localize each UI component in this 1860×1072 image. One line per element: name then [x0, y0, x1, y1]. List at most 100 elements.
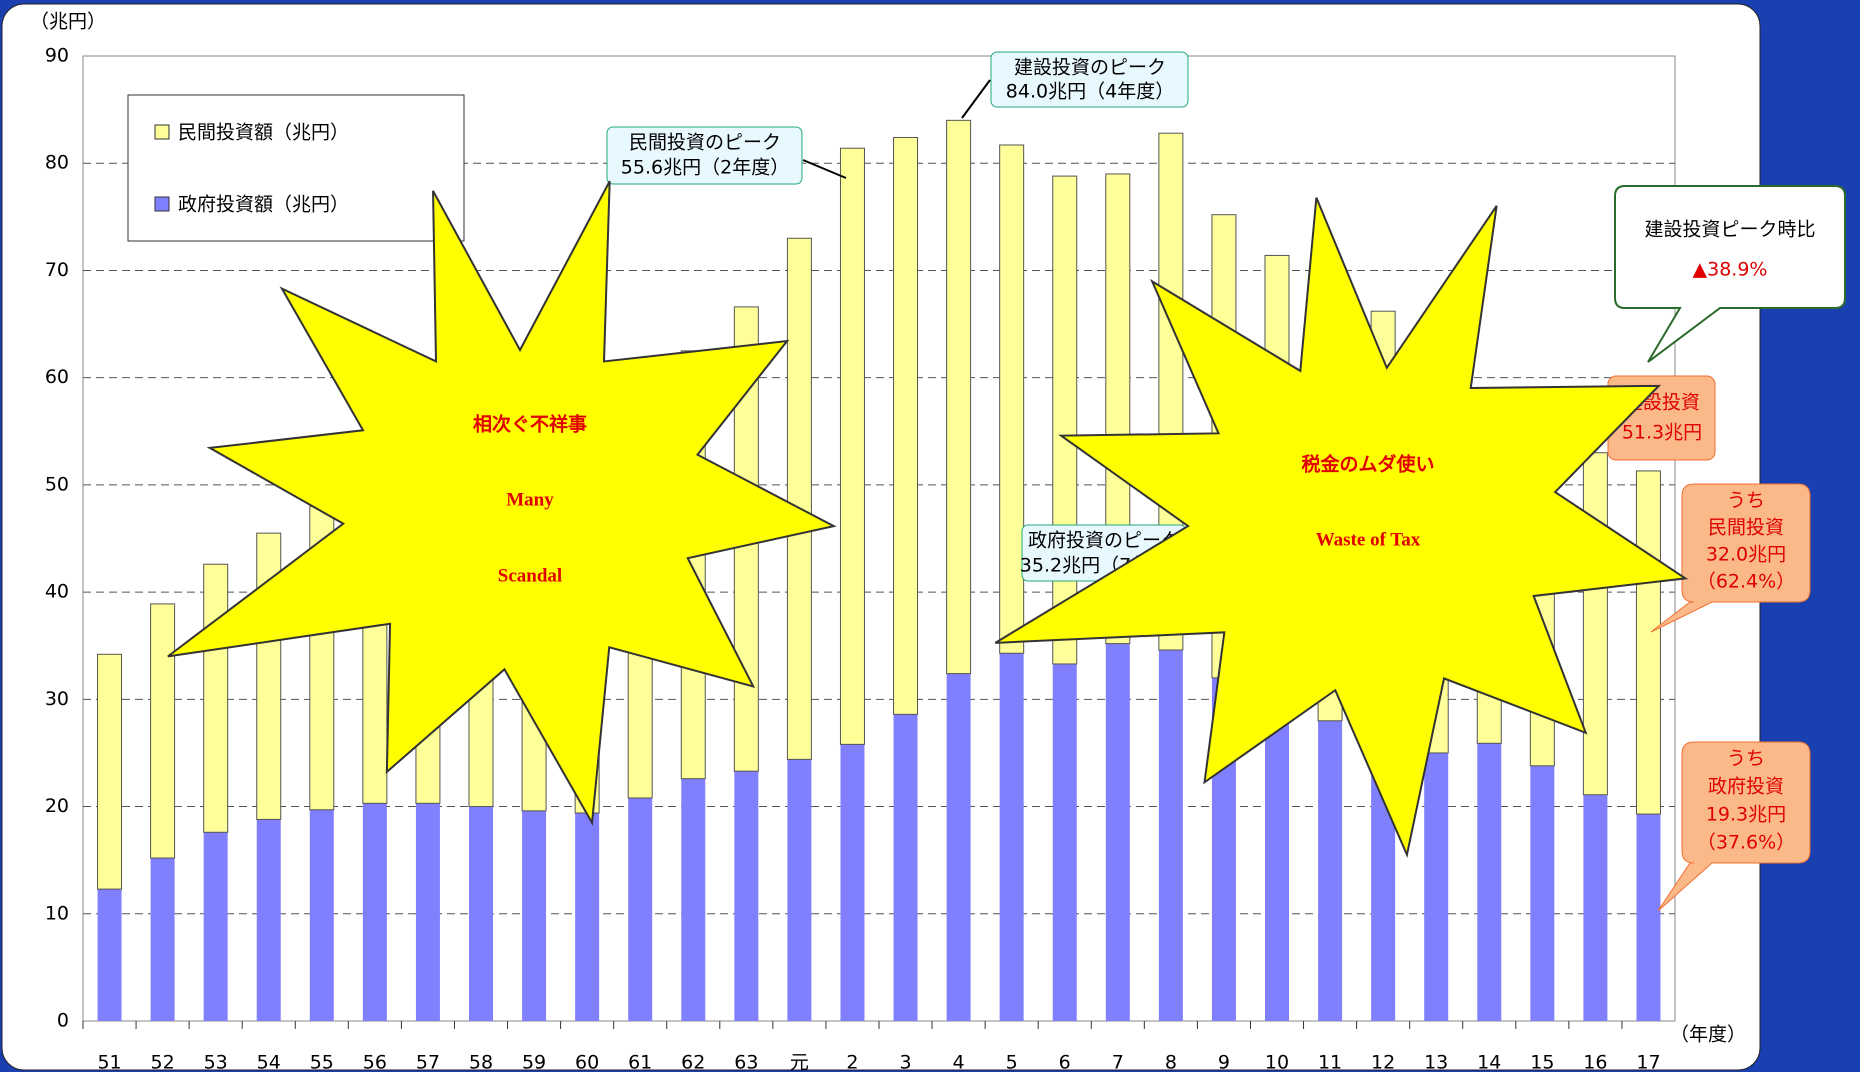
starburst-text: Waste of Tax	[1316, 529, 1421, 550]
x-tick-label: 15	[1530, 1052, 1554, 1072]
bar	[1158, 650, 1183, 1021]
bar	[734, 771, 759, 1021]
y-tick-label: 0	[57, 1010, 69, 1032]
y-tick-label: 20	[45, 795, 69, 817]
bar	[522, 810, 547, 1021]
bar	[681, 778, 706, 1021]
annotation-text: 建設投資ピーク時比	[1644, 219, 1815, 241]
bar	[362, 803, 387, 1021]
annotation-text: うち	[1727, 490, 1765, 512]
x-tick-label: 51	[97, 1052, 121, 1072]
x-tick-label: 10	[1265, 1052, 1289, 1072]
bar	[1052, 663, 1077, 1021]
bar	[999, 653, 1024, 1021]
annotation-text: 民間投資のピーク	[629, 132, 781, 154]
annotation-text: 84.0兆円（4年度）	[1006, 81, 1174, 103]
x-tick-label: 53	[204, 1052, 228, 1072]
legend-swatch	[154, 124, 170, 140]
annotation-text: 政府投資	[1708, 776, 1784, 798]
bar	[893, 136, 919, 715]
y-tick-label: 30	[45, 688, 69, 710]
annotation-text: （62.4%）	[1697, 571, 1795, 593]
starburst-text: Scandal	[498, 565, 562, 586]
y-tick-label: 10	[45, 902, 69, 924]
annotation-text: 建設投資のピーク	[1014, 57, 1166, 79]
bar	[840, 744, 865, 1021]
bar	[946, 119, 972, 675]
callout	[1657, 741, 1811, 912]
annotation-text: ▲38.9%	[1693, 259, 1768, 281]
bar	[97, 653, 123, 890]
annotation-text: （37.6%）	[1697, 832, 1795, 854]
x-tick-label: 56	[363, 1052, 387, 1072]
x-tick-label: 52	[151, 1052, 175, 1072]
bar	[787, 759, 812, 1021]
x-tick-label: 11	[1318, 1052, 1342, 1072]
x-tick-label: 元	[790, 1052, 809, 1072]
bar	[1318, 720, 1343, 1021]
y-tick-label: 40	[45, 581, 69, 603]
arrow	[802, 159, 847, 179]
arrow	[961, 79, 991, 119]
bar	[1583, 794, 1608, 1021]
annotation-text: 32.0兆円	[1706, 544, 1786, 566]
bar	[415, 803, 440, 1021]
bar	[1636, 814, 1661, 1021]
legend-swatch	[154, 196, 170, 212]
callout	[1650, 483, 1811, 633]
y-tick-label: 80	[45, 152, 69, 174]
y-tick-label: 90	[45, 45, 69, 67]
bar	[203, 832, 228, 1021]
x-tick-label: 55	[310, 1052, 334, 1072]
x-tick-label: 6	[1059, 1052, 1071, 1072]
x-tick-label: 5	[1006, 1052, 1018, 1072]
y-axis-label: （兆円）	[30, 11, 106, 33]
x-tick-label: 12	[1371, 1052, 1395, 1072]
x-tick-label: 9	[1218, 1052, 1230, 1072]
x-tick-label: 17	[1636, 1052, 1660, 1072]
legend-label: 民間投資額（兆円）	[178, 122, 349, 144]
starburst	[994, 197, 1689, 859]
x-tick-label: 2	[846, 1052, 858, 1072]
starburst-text: 相次ぐ不祥事	[473, 413, 587, 436]
x-tick-label: 60	[575, 1052, 599, 1072]
annotation-box	[606, 126, 803, 185]
x-tick-label: 7	[1112, 1052, 1124, 1072]
bar	[893, 714, 918, 1021]
x-tick-label: 61	[628, 1052, 652, 1072]
bar	[97, 889, 122, 1021]
legend	[127, 94, 465, 242]
x-tick-label: 57	[416, 1052, 440, 1072]
bar	[1265, 699, 1289, 1021]
bar	[1582, 452, 1608, 796]
callout	[1614, 185, 1846, 363]
y-tick-label: 50	[45, 473, 69, 495]
x-tick-label: 63	[734, 1052, 758, 1072]
x-tick-label: 14	[1477, 1052, 1501, 1072]
bar	[150, 603, 176, 859]
bar	[1477, 743, 1502, 1021]
y-tick-label: 70	[45, 259, 69, 281]
annotation-box	[990, 51, 1189, 108]
bar	[628, 797, 653, 1021]
bar	[575, 812, 600, 1021]
starburst-text: Many	[506, 489, 554, 510]
x-tick-label: 8	[1165, 1052, 1177, 1072]
bar	[1052, 175, 1078, 665]
x-tick-label: 54	[257, 1052, 281, 1072]
annotation-text: 19.3兆円	[1706, 804, 1786, 826]
legend-label: 政府投資額（兆円）	[178, 194, 349, 216]
annotation-text: 民間投資	[1708, 517, 1784, 539]
annotation-text: 55.6兆円（2年度）	[621, 157, 789, 179]
x-axis-label: （年度）	[1670, 1024, 1746, 1046]
annotation-text: 政府投資のピーク	[1028, 530, 1180, 552]
x-tick-label: 4	[953, 1052, 965, 1072]
bar	[1424, 752, 1449, 1021]
starburst	[167, 180, 837, 827]
bar	[203, 563, 229, 833]
bar	[946, 673, 971, 1021]
bar	[150, 858, 175, 1021]
starburst-text: 税金のムダ使い	[1301, 453, 1434, 476]
annotation-text: うち	[1727, 748, 1765, 770]
